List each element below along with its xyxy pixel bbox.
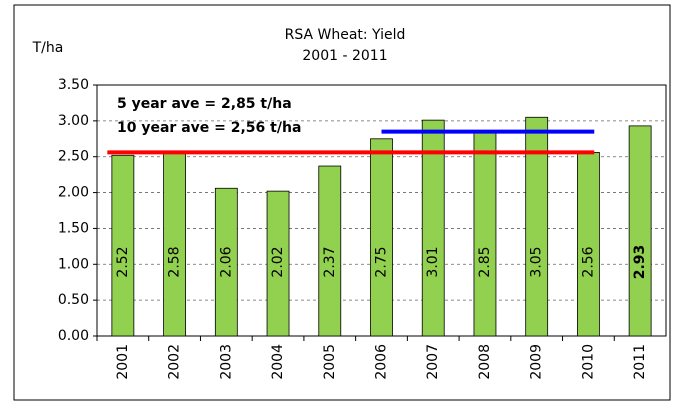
x-tick-label: 2010 — [580, 344, 596, 380]
value-label: 3.05 — [529, 246, 545, 277]
value-label: 2.52 — [115, 246, 131, 277]
bar — [525, 116, 549, 337]
y-axis-label: T/ha — [32, 40, 64, 56]
x-tick-label: 2011 — [632, 344, 648, 380]
y-tick-label: 0.50 — [58, 292, 89, 308]
bar — [370, 138, 393, 337]
value-label: 2.56 — [580, 246, 596, 277]
value-label: 2.75 — [374, 246, 390, 277]
x-tick-label: 2002 — [167, 344, 183, 380]
x-tick-label: 2001 — [115, 344, 131, 380]
y-tick-label: 0.00 — [58, 328, 89, 344]
x-tick-label: 2009 — [529, 344, 545, 380]
value-label: 2.02 — [270, 246, 286, 277]
chart-subtitle: 2001 - 2011 — [302, 48, 387, 64]
bar — [577, 152, 600, 337]
y-tick-label: 1.00 — [58, 256, 89, 272]
value-label: 2.37 — [322, 246, 338, 277]
value-label: 2.85 — [477, 246, 493, 277]
bar — [628, 125, 652, 337]
y-tick-label: 2.00 — [58, 185, 89, 201]
x-tick-label: 2006 — [374, 344, 390, 380]
x-tick-label: 2004 — [270, 344, 286, 380]
reference-label: 10 year ave = 2,56 t/ha — [117, 120, 301, 136]
value-label: 2.06 — [218, 246, 234, 277]
bar — [266, 190, 290, 337]
bar — [318, 165, 342, 337]
y-tick-label: 2.50 — [58, 149, 89, 165]
chart-title: RSA Wheat: Yield — [285, 27, 406, 43]
reference-label: 5 year ave = 2,85 t/ha — [117, 96, 292, 112]
bar — [111, 154, 135, 337]
bar — [163, 150, 186, 337]
x-tick-label: 2003 — [218, 344, 234, 380]
y-tick-label: 3.50 — [58, 77, 89, 93]
bar — [214, 187, 238, 337]
y-tick-label: 1.50 — [58, 220, 89, 236]
bar — [421, 119, 445, 337]
value-label: 2.58 — [167, 246, 183, 277]
y-tick-label: 3.00 — [58, 113, 89, 129]
x-tick-label: 2005 — [322, 344, 338, 380]
x-tick-label: 2007 — [425, 344, 441, 380]
value-label: 3.01 — [425, 246, 441, 277]
x-tick-label: 2008 — [477, 344, 493, 380]
value-label: 2.93 — [632, 245, 648, 280]
bar — [473, 131, 497, 337]
